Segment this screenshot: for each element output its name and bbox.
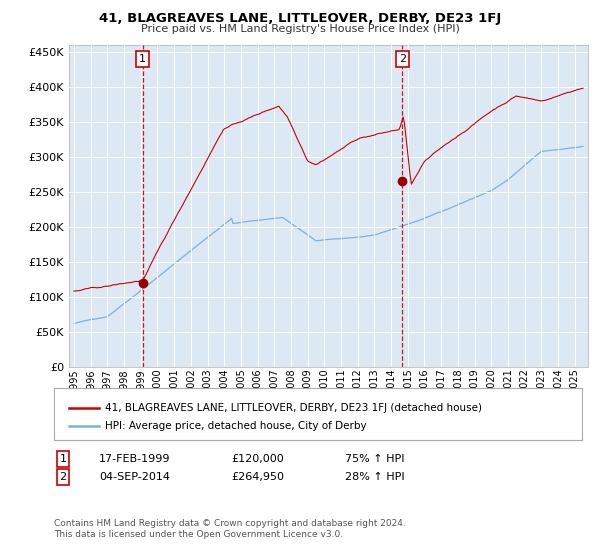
Text: 2: 2 [398, 54, 406, 64]
Text: 2: 2 [59, 472, 67, 482]
Text: HPI: Average price, detached house, City of Derby: HPI: Average price, detached house, City… [105, 421, 367, 431]
Text: 1: 1 [59, 454, 67, 464]
Text: 17-FEB-1999: 17-FEB-1999 [99, 454, 170, 464]
Text: 41, BLAGREAVES LANE, LITTLEOVER, DERBY, DE23 1FJ (detached house): 41, BLAGREAVES LANE, LITTLEOVER, DERBY, … [105, 403, 482, 413]
Text: 1: 1 [139, 54, 146, 64]
Text: 41, BLAGREAVES LANE, LITTLEOVER, DERBY, DE23 1FJ: 41, BLAGREAVES LANE, LITTLEOVER, DERBY, … [99, 12, 501, 25]
Text: 28% ↑ HPI: 28% ↑ HPI [345, 472, 404, 482]
Text: This data is licensed under the Open Government Licence v3.0.: This data is licensed under the Open Gov… [54, 530, 343, 539]
Text: Contains HM Land Registry data © Crown copyright and database right 2024.: Contains HM Land Registry data © Crown c… [54, 519, 406, 528]
Text: Price paid vs. HM Land Registry's House Price Index (HPI): Price paid vs. HM Land Registry's House … [140, 24, 460, 34]
Text: 75% ↑ HPI: 75% ↑ HPI [345, 454, 404, 464]
Text: 04-SEP-2014: 04-SEP-2014 [99, 472, 170, 482]
Text: £120,000: £120,000 [231, 454, 284, 464]
Text: £264,950: £264,950 [231, 472, 284, 482]
